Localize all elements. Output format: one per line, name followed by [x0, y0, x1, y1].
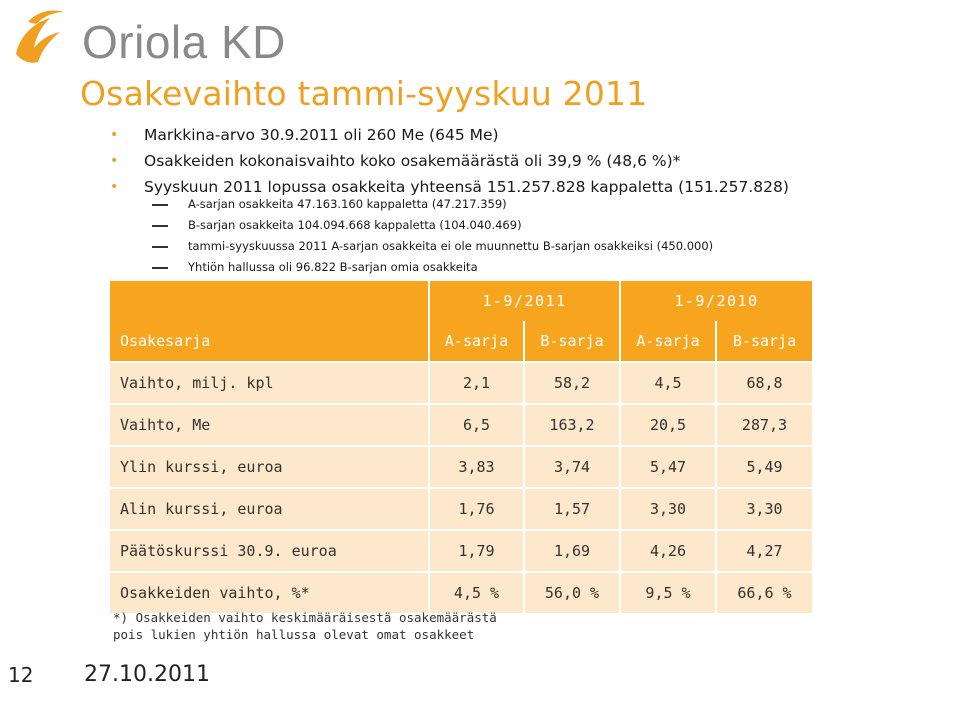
- sub-bullet-text: B-sarjan osakkeita 104.094.668 kappalett…: [188, 218, 522, 232]
- dash-icon: [152, 225, 168, 227]
- share-trading-table: 1-9/2011 1-9/2010 Osakesarja A-sarja B-s…: [110, 281, 812, 613]
- table-cell: 68,8: [717, 361, 812, 403]
- table-cell: 66,6 %: [717, 571, 812, 613]
- table-cell: 1,79: [430, 529, 525, 571]
- footnote-line: pois lukien yhtiön hallussa olevat omat …: [113, 627, 475, 642]
- row-label: Päätöskurssi 30.9. euroa: [110, 529, 430, 571]
- table-cell: 3,30: [717, 487, 812, 529]
- table-cell: 2,1: [430, 361, 525, 403]
- row-label: Vaihto, Me: [110, 403, 430, 445]
- table-cell: 9,5 %: [621, 571, 717, 613]
- table-cell: 3,83: [430, 445, 525, 487]
- table-row: Vaihto, milj. kpl 2,1 58,2 4,5 68,8: [110, 361, 812, 403]
- footnote-line: *) Osakkeiden vaihto keskimääräisestä os…: [113, 610, 497, 625]
- table-row: Alin kurssi, euroa 1,76 1,57 3,30 3,30: [110, 487, 812, 529]
- sub-bullet-text: Yhtiön hallussa oli 96.822 B-sarjan omia…: [188, 260, 478, 274]
- sub-bullet-list: A-sarjan osakkeita 47.163.160 kappaletta…: [152, 194, 713, 278]
- row-label: Osakkeiden vaihto, %*: [110, 571, 430, 613]
- page-title: Osakevaihto tammi-syyskuu 2011: [80, 74, 648, 113]
- table-cell: 163,2: [525, 403, 621, 445]
- table-cell: 1,76: [430, 487, 525, 529]
- table-cell: 56,0 %: [525, 571, 621, 613]
- period-header: 1-9/2010: [621, 281, 812, 321]
- table-cell: 5,49: [717, 445, 812, 487]
- dash-icon: [152, 267, 168, 269]
- table-cell: 58,2: [525, 361, 621, 403]
- bullet-text: Osakkeiden kokonaisvaihto koko osakemäär…: [144, 152, 681, 170]
- sub-bullet-text: A-sarjan osakkeita 47.163.160 kappaletta…: [188, 197, 507, 211]
- bullet-dot-icon: •: [110, 179, 119, 195]
- table-cell: 4,26: [621, 529, 717, 571]
- bullet-dot-icon: •: [110, 127, 119, 143]
- bullet-item: • Markkina-arvo 30.9.2011 oli 260 Me (645…: [110, 122, 789, 148]
- table-cell: 20,5: [621, 403, 717, 445]
- bullet-text: Markkina-arvo 30.9.2011 oli 260 Me (645 …: [144, 126, 499, 144]
- column-header-label: Osakesarja: [110, 321, 430, 361]
- row-label: Ylin kurssi, euroa: [110, 445, 430, 487]
- row-label: Alin kurssi, euroa: [110, 487, 430, 529]
- bullet-item: • Syyskuun 2011 lopussa osakkeita yhteens…: [110, 174, 789, 200]
- column-header-row: Osakesarja A-sarja B-sarja A-sarja B-sar…: [110, 321, 812, 361]
- table-cell: 5,47: [621, 445, 717, 487]
- bullet-item: • Osakkeiden kokonaisvaihto koko osakemää…: [110, 148, 789, 174]
- slide-date: 27.10.2011: [84, 662, 210, 687]
- page-number: 12: [8, 663, 34, 687]
- header-empty-cell: [110, 281, 430, 321]
- sub-bullet-item: B-sarjan osakkeita 104.094.668 kappalett…: [152, 215, 713, 236]
- sub-bullet-item: tammi-syyskuussa 2011 A-sarjan osakkeita…: [152, 236, 713, 257]
- footnote: *) Osakkeiden vaihto keskimääräisestä os…: [113, 609, 497, 643]
- table-cell: 4,5 %: [430, 571, 525, 613]
- column-header: A-sarja: [621, 321, 717, 361]
- sub-bullet-text: tammi-syyskuussa 2011 A-sarjan osakkeita…: [188, 239, 714, 253]
- row-label: Vaihto, milj. kpl: [110, 361, 430, 403]
- period-header-row: 1-9/2011 1-9/2010: [110, 281, 812, 321]
- bullet-dot-icon: •: [110, 153, 119, 169]
- table-cell: 4,27: [717, 529, 812, 571]
- table-cell: 3,74: [525, 445, 621, 487]
- table-cell: 4,5: [621, 361, 717, 403]
- logo-swirl-icon: [16, 10, 64, 63]
- dash-icon: [152, 246, 168, 248]
- table-cell: 287,3: [717, 403, 812, 445]
- table-row: Ylin kurssi, euroa 3,83 3,74 5,47 5,49: [110, 445, 812, 487]
- table-row: Osakkeiden vaihto, %* 4,5 % 56,0 % 9,5 %…: [110, 571, 812, 613]
- table-cell: 6,5: [430, 403, 525, 445]
- table-row: Vaihto, Me 6,5 163,2 20,5 287,3: [110, 403, 812, 445]
- sub-bullet-item: Yhtiön hallussa oli 96.822 B-sarjan omia…: [152, 257, 713, 278]
- table-cell: 1,69: [525, 529, 621, 571]
- dash-icon: [152, 204, 168, 206]
- column-header: A-sarja: [430, 321, 525, 361]
- table-row: Päätöskurssi 30.9. euroa 1,79 1,69 4,26 …: [110, 529, 812, 571]
- table-cell: 1,57: [525, 487, 621, 529]
- table-cell: 3,30: [621, 487, 717, 529]
- column-header: B-sarja: [717, 321, 812, 361]
- logo-wordmark: Oriola KD: [82, 16, 286, 68]
- period-header: 1-9/2011: [430, 281, 621, 321]
- column-header: B-sarja: [525, 321, 621, 361]
- bullet-list: • Markkina-arvo 30.9.2011 oli 260 Me (645…: [110, 122, 789, 200]
- sub-bullet-item: A-sarjan osakkeita 47.163.160 kappaletta…: [152, 194, 713, 215]
- bullet-text: Syyskuun 2011 lopussa osakkeita yhteensä…: [144, 178, 789, 196]
- company-logo: Oriola KD: [6, 4, 306, 74]
